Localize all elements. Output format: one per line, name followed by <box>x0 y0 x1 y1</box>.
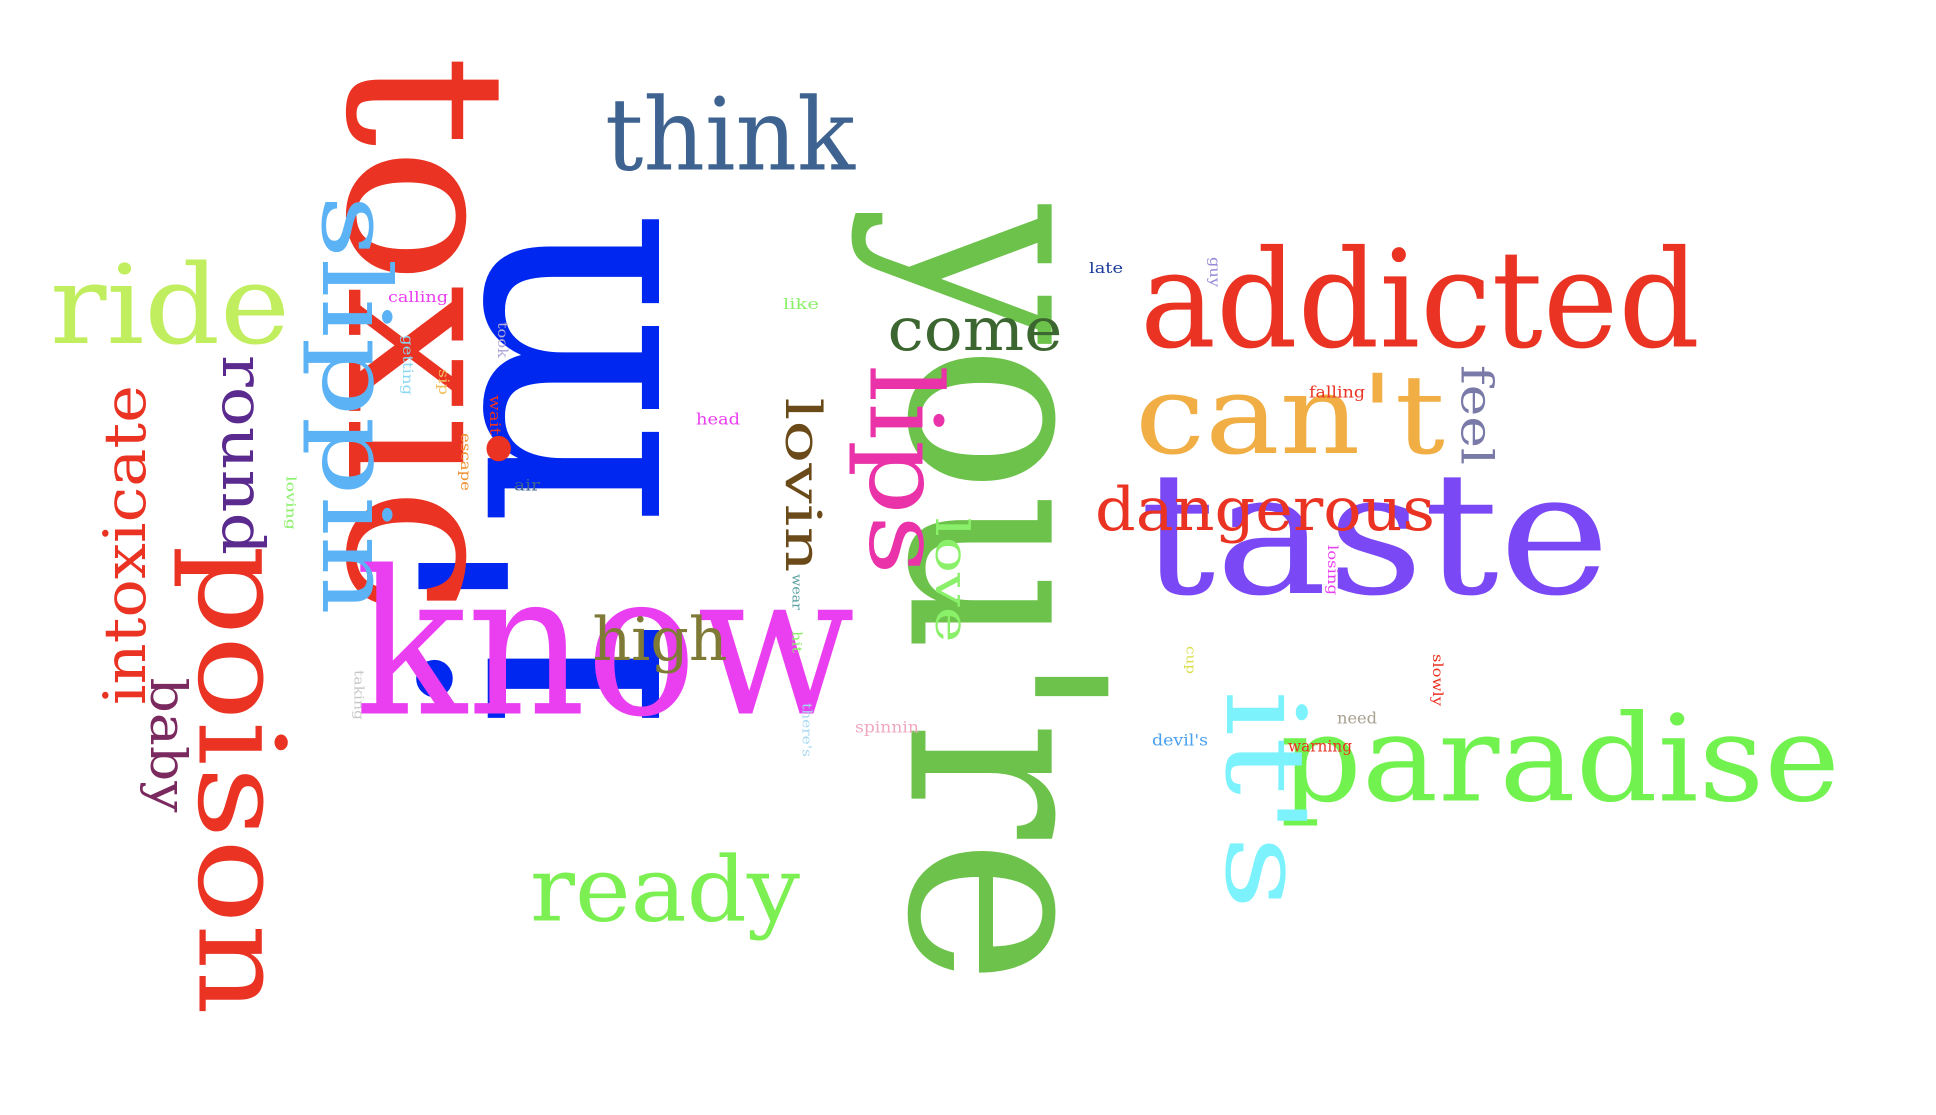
word-late: late <box>1089 259 1123 277</box>
word-losing: losing <box>1324 545 1340 595</box>
word-taste: taste <box>1140 436 1610 634</box>
word-think: think <box>605 77 856 194</box>
word-air: air <box>514 476 540 495</box>
word-dangerous: dangerous <box>1095 475 1435 545</box>
word-slippin: slippin <box>300 195 410 615</box>
word-cant: can't <box>1135 351 1445 479</box>
word-poison: poison <box>171 545 310 1015</box>
word-come: come <box>888 295 1063 365</box>
word-intoxicate: intoxicate <box>91 385 159 705</box>
word-lips: lips <box>847 365 964 575</box>
word-feel: feel <box>1451 365 1502 465</box>
word-spinnin: spinnin <box>855 718 919 737</box>
word-need: need <box>1337 709 1377 728</box>
word-high: high <box>593 605 728 675</box>
word-slowly: slowly <box>1429 654 1445 706</box>
word-its: it's <box>1201 690 1329 910</box>
word-toxic: toxic <box>297 55 553 615</box>
word-wait: wait <box>486 395 504 435</box>
word-love: love <box>925 518 979 643</box>
word-falling: falling <box>1309 383 1365 402</box>
word-guy: guy <box>1206 257 1222 287</box>
word-im: i'm <box>353 210 737 730</box>
word-wear: wear <box>789 574 804 611</box>
word-took: took <box>494 322 510 359</box>
word-head: head <box>696 410 740 429</box>
word-round: round <box>209 355 277 555</box>
word-paradise: paradise <box>1280 691 1840 830</box>
word-theres: there's <box>799 703 814 757</box>
word-sip: sip <box>435 369 451 395</box>
word-addicted: addicted <box>1140 222 1700 379</box>
word-know: know <box>355 529 855 762</box>
word-devils: devil's <box>1152 731 1208 750</box>
word-baby: baby <box>139 678 197 814</box>
word-lovin: lovin <box>774 398 832 573</box>
word-warning: warning <box>1288 737 1352 756</box>
word-loving: loving <box>283 476 298 530</box>
word-hit: hit <box>789 631 804 654</box>
word-calling: calling <box>388 288 448 306</box>
word-cup: cup <box>1183 646 1198 674</box>
word-taking: taking <box>351 670 366 720</box>
word-ready: ready <box>530 838 800 943</box>
word-like: like <box>783 295 819 313</box>
word-getting: getting <box>399 335 415 395</box>
word-escape: escape <box>457 433 473 491</box>
word-youre: you're <box>848 201 1163 985</box>
word-ride: ride <box>50 241 290 369</box>
